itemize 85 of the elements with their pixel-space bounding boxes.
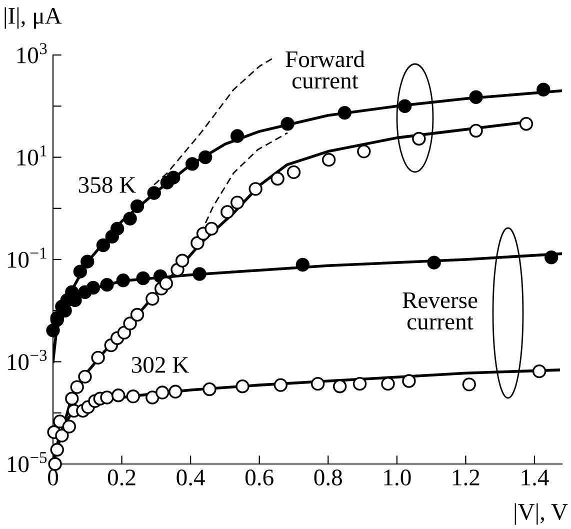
point <box>50 442 64 457</box>
point <box>146 292 160 306</box>
point <box>123 212 137 226</box>
point <box>338 106 352 120</box>
point <box>130 308 144 322</box>
point <box>136 271 150 286</box>
point <box>469 90 483 104</box>
point <box>130 199 144 214</box>
point <box>280 117 294 131</box>
point <box>220 205 234 219</box>
x-tick-label: 0.6 <box>245 470 274 486</box>
point <box>332 380 347 394</box>
point <box>519 117 534 131</box>
annotation: 302 K <box>132 356 189 373</box>
point <box>111 388 126 402</box>
point <box>469 124 483 138</box>
point <box>156 386 170 400</box>
point <box>91 350 105 365</box>
annotation: 358 K <box>78 176 136 193</box>
point <box>62 420 76 434</box>
point <box>357 144 371 158</box>
point <box>166 170 180 184</box>
point <box>80 254 94 268</box>
x-tick-label: 0 <box>48 470 58 486</box>
point <box>270 172 284 186</box>
point <box>198 150 212 164</box>
point <box>296 258 310 272</box>
point <box>65 392 79 406</box>
point <box>116 274 130 288</box>
y-tick-label: 10$^{−3}$ <box>8 350 47 370</box>
annotation: Forward current <box>286 50 365 89</box>
y-tick-label: 10$^{−5}$ <box>8 452 47 472</box>
point <box>96 238 110 252</box>
point <box>398 99 412 113</box>
y-axis-title: |I|, μA <box>4 7 62 29</box>
point <box>55 428 69 442</box>
point <box>536 82 550 96</box>
point <box>204 222 218 236</box>
point <box>352 376 367 391</box>
point <box>381 376 395 391</box>
point <box>147 186 161 200</box>
point <box>126 390 140 404</box>
point <box>236 380 250 394</box>
x-tick-label: 1.4 <box>522 470 549 486</box>
point <box>70 380 84 394</box>
point <box>310 376 325 391</box>
y-tick-label: 10$^{−1}$ <box>8 248 46 268</box>
point <box>192 267 206 281</box>
point <box>230 196 244 210</box>
point <box>159 276 173 290</box>
point <box>73 264 88 278</box>
point <box>78 370 92 384</box>
point <box>175 254 190 268</box>
point <box>110 222 124 236</box>
point <box>427 256 441 270</box>
point <box>100 390 114 404</box>
point <box>123 316 137 330</box>
x-tick-label: 0.4 <box>176 470 205 486</box>
point <box>146 390 160 404</box>
y-tick-label: 10$^{1}$ <box>17 145 46 166</box>
point <box>46 324 60 338</box>
point <box>190 236 204 250</box>
x-axis-title: |V|, V <box>514 503 568 525</box>
point <box>322 152 336 167</box>
point <box>230 129 244 143</box>
point <box>462 378 476 392</box>
annotation: Reverse current <box>402 292 478 330</box>
point <box>168 384 182 399</box>
point <box>86 280 100 295</box>
point <box>202 382 216 396</box>
point <box>544 250 558 264</box>
y-tick-label: 10$^{3}$ <box>17 43 47 64</box>
point <box>248 182 262 196</box>
point <box>117 326 132 340</box>
x-tick-label: 0.2 <box>108 470 136 486</box>
point <box>412 132 426 146</box>
point <box>274 378 288 392</box>
point <box>185 157 200 171</box>
point <box>286 165 301 180</box>
x-tick-label: 1.0 <box>384 470 411 486</box>
point <box>402 374 416 388</box>
point <box>100 278 114 292</box>
x-tick-label: 0.8 <box>314 470 342 486</box>
point <box>532 364 546 378</box>
x-tick-label: 1.2 <box>453 470 480 486</box>
